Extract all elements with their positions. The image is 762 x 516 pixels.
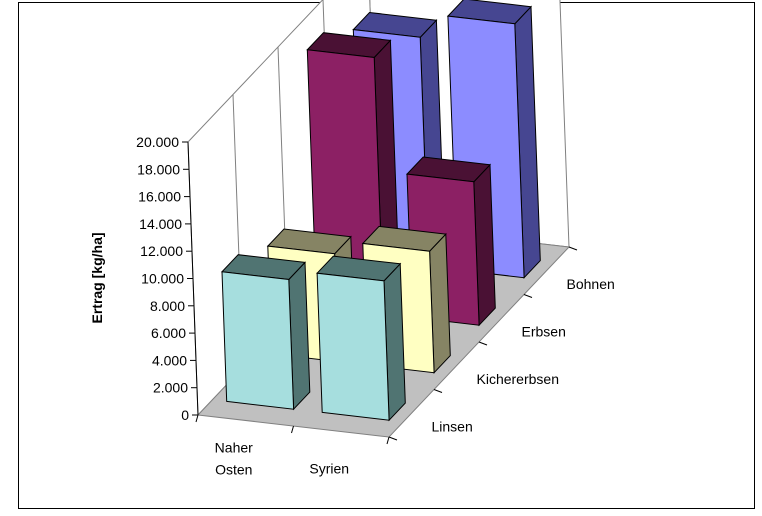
y-tick-label: 6.000 xyxy=(151,325,186,341)
z-tick xyxy=(478,341,488,346)
x-tick xyxy=(291,425,294,434)
y-tick-label: 2.000 xyxy=(153,380,188,396)
y-tick-label: 16.000 xyxy=(138,189,181,205)
x-tick xyxy=(195,414,199,423)
z-tick xyxy=(523,294,533,298)
y-axis-label: Ertrag [kg/ha] xyxy=(89,232,105,323)
z-tick xyxy=(568,246,578,251)
series-label: Erbsen xyxy=(522,323,566,339)
x-tick-label: Syrien xyxy=(309,461,349,477)
y-tick-label: 8.000 xyxy=(150,298,185,314)
x-tick-label-line: Syrien xyxy=(309,461,349,477)
bar xyxy=(316,272,390,421)
series-label: Kichererbsen xyxy=(477,371,560,387)
series-label: Bohnen xyxy=(567,276,615,292)
y-tick-label: 0 xyxy=(181,407,189,423)
y-tick-label: 20.000 xyxy=(136,134,179,150)
x-tick-label-line: Osten xyxy=(215,462,252,478)
y-tick-label: 14.000 xyxy=(139,216,182,232)
x-tick xyxy=(386,436,390,445)
bar xyxy=(221,271,295,410)
y-tick-label: 18.000 xyxy=(137,161,180,177)
x-tick-label-line: Naher xyxy=(215,440,253,456)
z-tick xyxy=(388,436,398,441)
x-tick-label: Naher Osten xyxy=(215,440,253,478)
y-tick-label: 10.000 xyxy=(141,271,184,287)
y-tick-label: 12.000 xyxy=(140,243,183,259)
y-tick-label: 4.000 xyxy=(152,352,187,368)
series-label: Linsen xyxy=(432,418,473,434)
z-tick xyxy=(433,389,443,393)
